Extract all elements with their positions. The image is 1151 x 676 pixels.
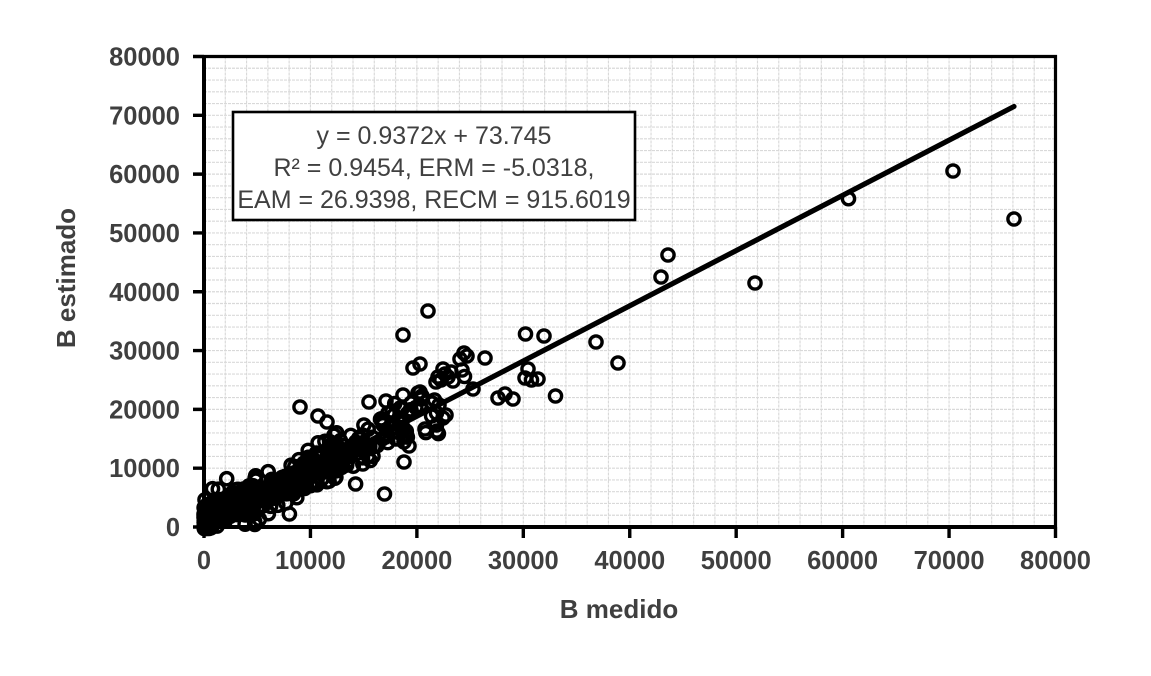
svg-text:40000: 40000 <box>594 547 665 575</box>
svg-text:y = 0.9372x + 73.745: y = 0.9372x + 73.745 <box>317 122 552 150</box>
svg-text:30000: 30000 <box>488 547 559 575</box>
svg-text:EAM = 26.9398, RECM = 915.6019: EAM = 26.9398, RECM = 915.6019 <box>237 186 630 214</box>
svg-text:70000: 70000 <box>914 547 985 575</box>
svg-text:20000: 20000 <box>109 396 180 424</box>
svg-text:0: 0 <box>166 514 180 542</box>
svg-text:70000: 70000 <box>109 102 180 130</box>
svg-text:B medido: B medido <box>560 594 678 624</box>
svg-text:30000: 30000 <box>109 338 180 366</box>
svg-text:50000: 50000 <box>109 220 180 248</box>
svg-text:20000: 20000 <box>381 547 452 575</box>
svg-text:40000: 40000 <box>109 279 180 307</box>
svg-text:80000: 80000 <box>1020 547 1091 575</box>
svg-text:60000: 60000 <box>109 161 180 189</box>
svg-text:80000: 80000 <box>109 44 180 72</box>
svg-text:R² = 0.9454, ERM = -5.0318,: R² = 0.9454, ERM = -5.0318, <box>273 154 594 182</box>
svg-text:60000: 60000 <box>807 547 878 575</box>
svg-text:10000: 10000 <box>275 547 346 575</box>
svg-text:0: 0 <box>197 547 211 575</box>
svg-text:50000: 50000 <box>701 547 772 575</box>
svg-text:10000: 10000 <box>109 455 180 483</box>
svg-text:B estimado: B estimado <box>51 208 81 348</box>
